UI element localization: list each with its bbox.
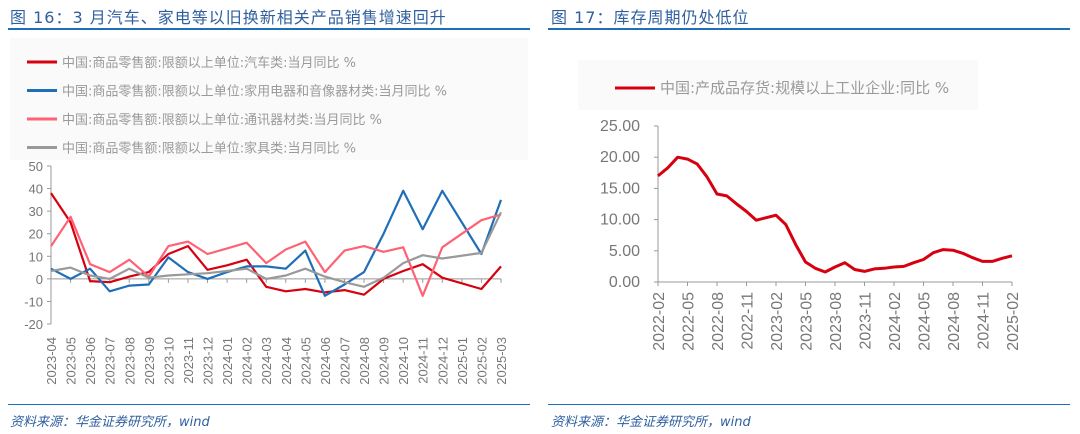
x-tick-label: 2022-08 <box>710 292 727 351</box>
right-line-chart: 中国:产成品存货:规模以上工业企业:同比 % 0.00 5.00 10.00 15.00… <box>578 60 1022 351</box>
x-tick-label: 2023-06 <box>83 337 98 385</box>
x-tick-label: 2023-02 <box>769 292 786 351</box>
x-tick-label: 2022-02 <box>651 292 668 351</box>
left-footer-rule <box>8 404 530 405</box>
x-tick-label: 2023-09 <box>142 337 157 385</box>
y-tick-label: 40 <box>29 182 43 197</box>
x-tick-label: 2024-05 <box>298 337 313 385</box>
x-tick-label: 2023-08 <box>122 337 137 385</box>
x-tick-label: 2025-02 <box>1005 292 1022 351</box>
x-tick-label: 2024-07 <box>337 337 352 385</box>
x-tick-label: 2024-12 <box>435 337 450 385</box>
x-tick-label: 2024-02 <box>240 337 255 385</box>
x-tick-label: 2024-05 <box>917 292 934 351</box>
y-tick-label: -20 <box>24 317 43 332</box>
x-tick-label: 2024-02 <box>887 292 904 351</box>
y-tick-label: 20 <box>29 227 43 242</box>
x-tick-label: 2023-07 <box>103 337 118 385</box>
x-tick-label: 2023-08 <box>828 292 845 351</box>
legend-label: 中国:商品零售额:限额以上单位:家具类:当月同比 % <box>62 141 356 157</box>
x-tick-label: 2024-10 <box>396 337 411 385</box>
y-tick-label: 5.00 <box>609 243 640 260</box>
y-tick-label: 50 <box>29 159 43 174</box>
left-title-rule <box>8 28 530 30</box>
legend-background <box>578 60 978 110</box>
x-tick-label: 2024-08 <box>946 292 963 351</box>
x-tick-label: 2024-01 <box>220 337 235 385</box>
y-tick-label: 25.00 <box>600 118 640 135</box>
y-tick-label: -10 <box>24 294 43 309</box>
right-source-note: 资料来源：华金证券研究所，wind <box>551 415 751 430</box>
right-title-rule <box>548 28 1070 30</box>
y-tick-label: 10 <box>29 249 43 264</box>
x-tick-label: 2024-03 <box>259 337 274 385</box>
x-tick-label: 2024-08 <box>357 337 372 385</box>
x-tick-label: 2024-11 <box>976 292 993 350</box>
x-tick-label: 2024-11 <box>416 337 431 384</box>
right-figure-title: 图 17：库存周期仍处低位 <box>551 8 750 27</box>
x-tick-label: 2023-05 <box>799 292 816 351</box>
series-line-1 <box>657 155 1013 274</box>
legend-label: 中国:商品零售额:限额以上单位:通讯器材类:当月同比 % <box>62 112 382 128</box>
x-tick-label: 2024-09 <box>377 337 392 385</box>
x-tick-label: 2022-05 <box>681 292 698 351</box>
x-tick-label: 2023-12 <box>201 337 216 385</box>
left-source-note: 资料来源：华金证券研究所，wind <box>10 415 210 430</box>
x-tick-label: 2023-04 <box>44 337 59 385</box>
legend-background <box>10 38 528 160</box>
y-tick-label: 30 <box>29 204 43 219</box>
x-tick-label: 2024-04 <box>279 337 294 385</box>
legend-label: 中国:商品零售额:限额以上单位:汽车类:当月同比 % <box>62 55 356 71</box>
legend-label: 中国:商品零售额:限额以上单位:家用电器和音像器材类:当月同比 % <box>62 84 447 100</box>
left-figure-title: 图 16：3 月汽车、家电等以旧换新相关产品销售增速回升 <box>10 8 447 27</box>
x-tick-label: 2023-05 <box>64 337 79 385</box>
x-tick-label: 2023-10 <box>161 337 176 385</box>
x-tick-label: 2022-11 <box>740 292 757 350</box>
x-tick-label: 2025-03 <box>494 337 509 385</box>
legend-label: 中国:产成品存货:规模以上工业企业:同比 % <box>660 79 949 97</box>
y-tick-label: 15.00 <box>600 180 640 197</box>
y-tick-label: 0 <box>36 272 43 287</box>
y-tick-label: 10.00 <box>600 212 640 229</box>
x-tick-label: 2023-11 <box>858 292 875 350</box>
y-tick-label: 20.00 <box>600 149 640 166</box>
x-tick-label: 2023-11 <box>181 337 196 384</box>
x-tick-label: 2025-02 <box>474 337 489 385</box>
x-tick-label: 2024-06 <box>318 337 333 385</box>
right-footer-rule <box>548 404 1070 405</box>
left-line-chart: 中国:商品零售额:限额以上单位:汽车类:当月同比 % 中国:商品零售额:限额以上单… <box>10 38 528 385</box>
x-tick-label: 2025-01 <box>455 337 470 385</box>
y-tick-label: 0.00 <box>609 274 640 291</box>
